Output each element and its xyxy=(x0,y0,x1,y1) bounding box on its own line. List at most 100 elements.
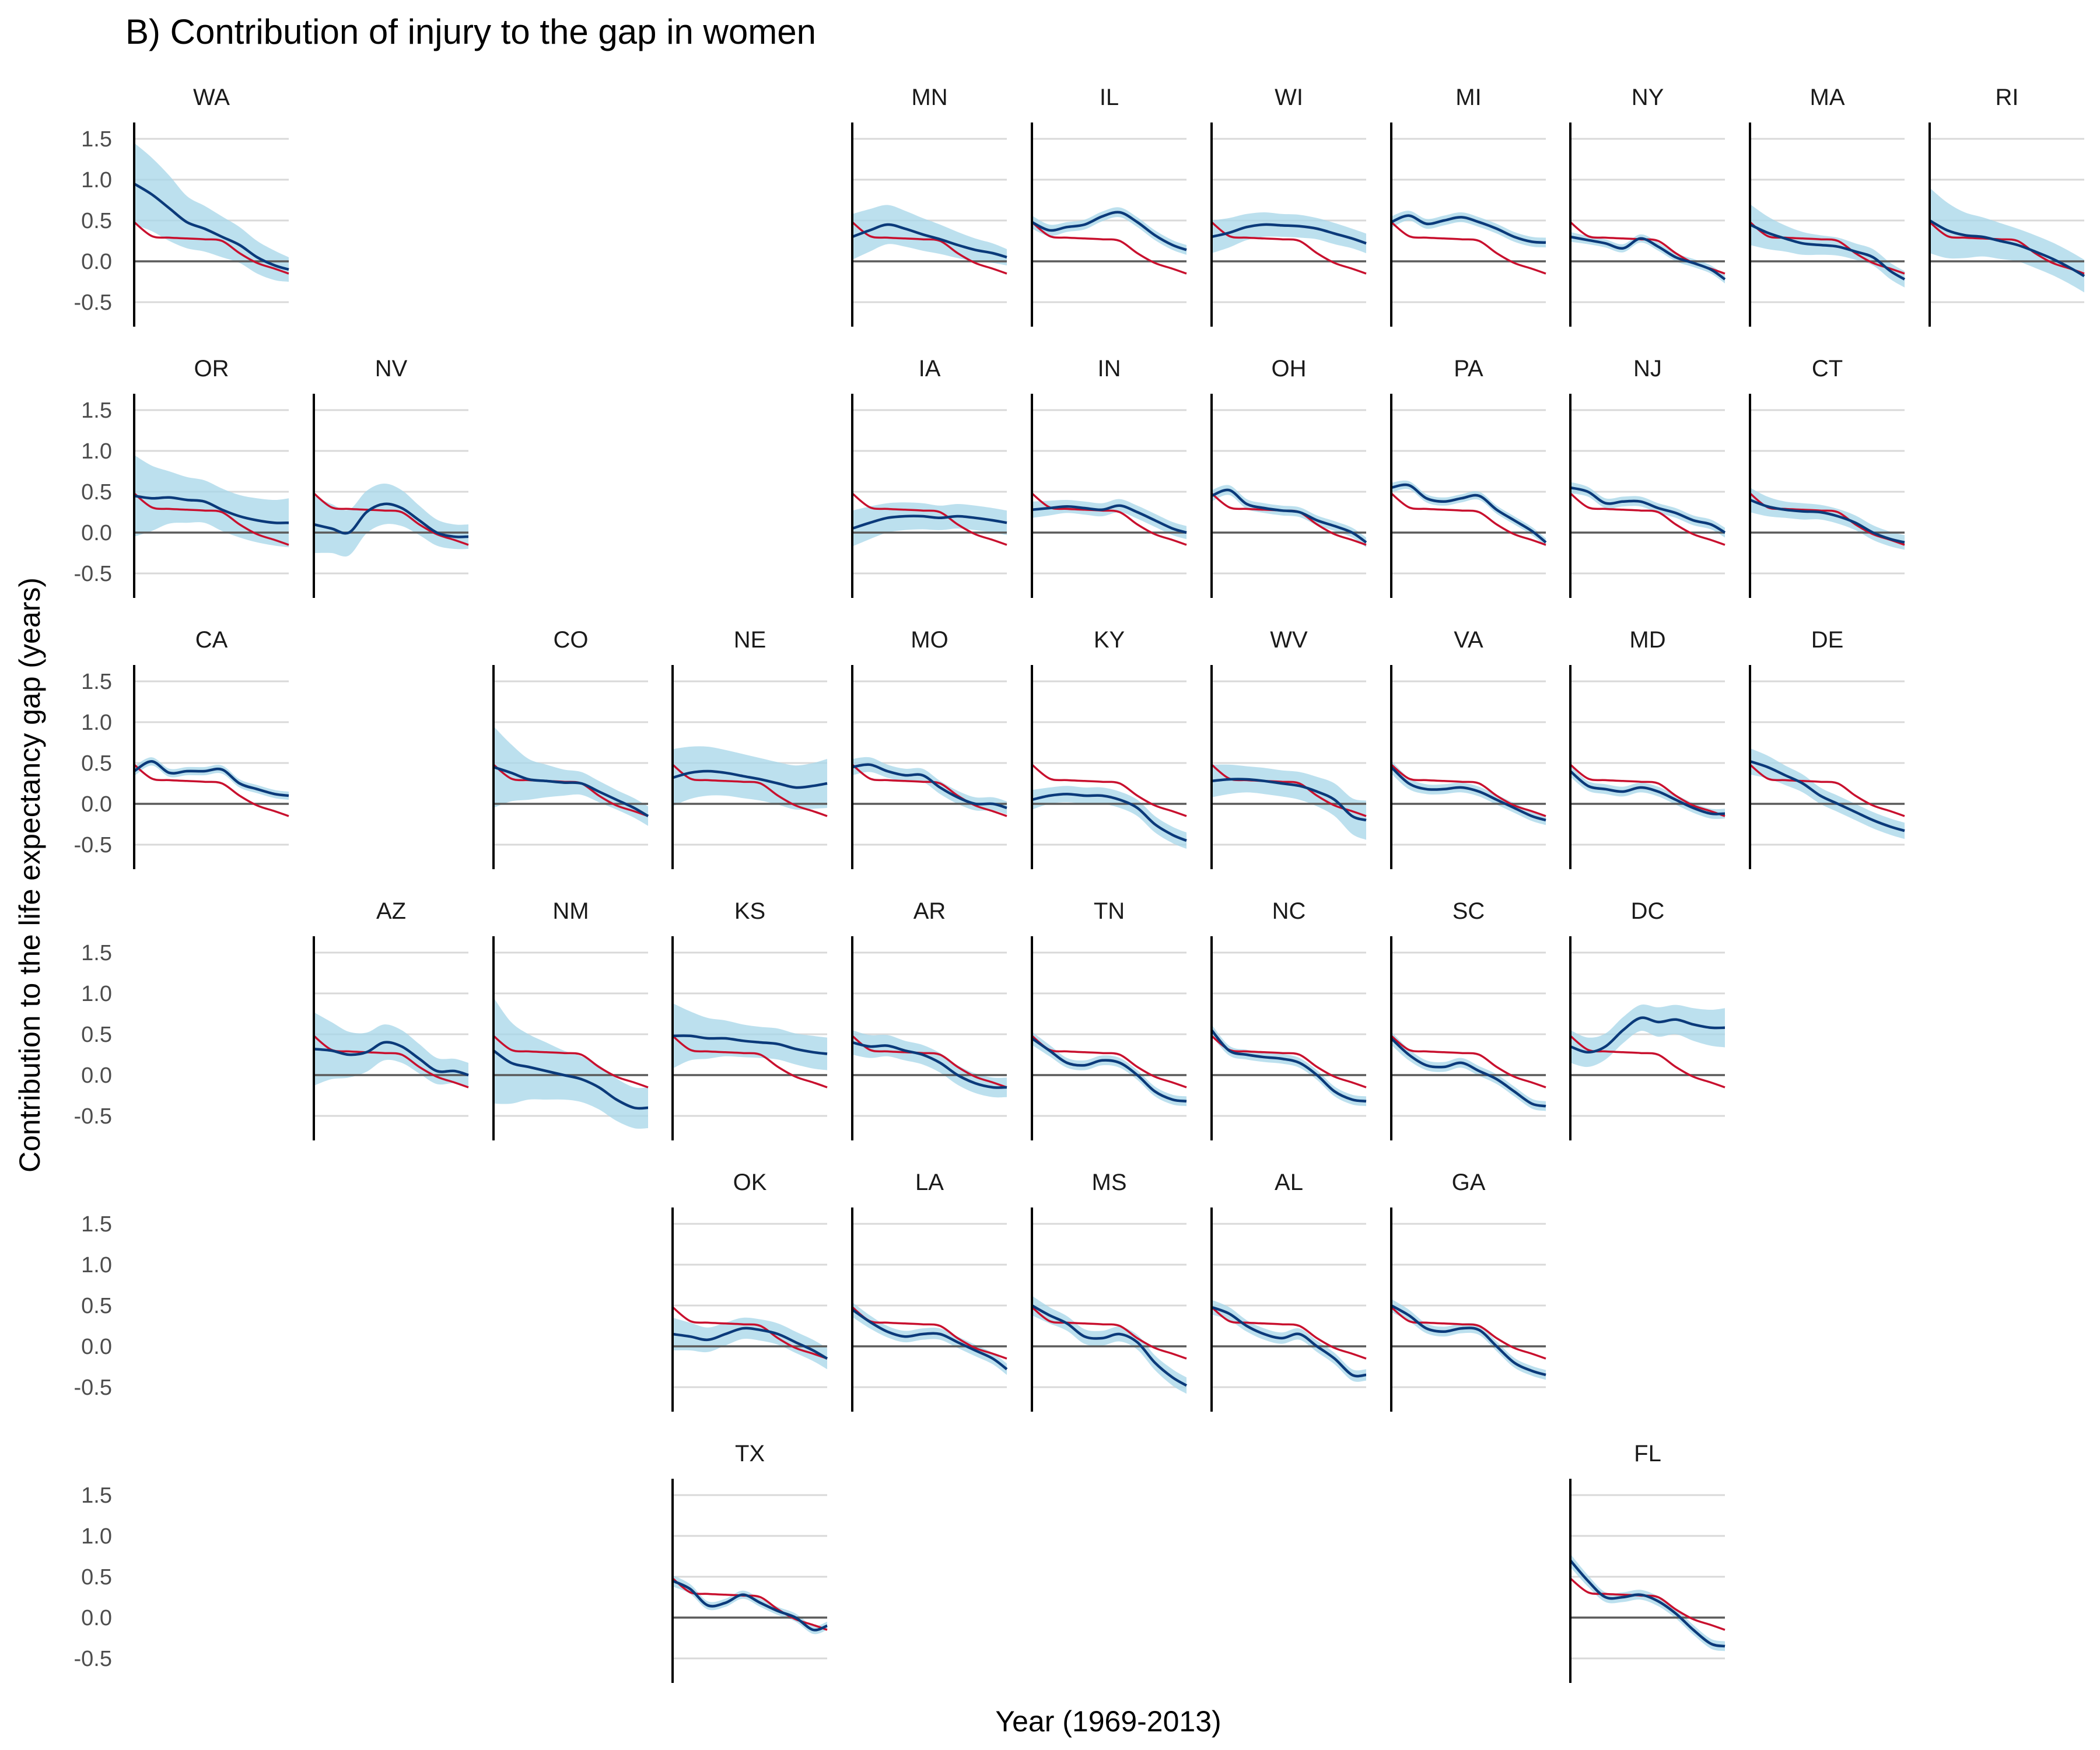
panel-sc: SC xyxy=(1390,898,1546,1140)
y-tick-label: -0.5 xyxy=(74,833,112,858)
panel-mi: MI xyxy=(1390,85,1546,327)
y-tick-label: 0.0 xyxy=(81,1606,112,1630)
y-tick-label: 1.5 xyxy=(81,127,112,152)
panel-wa: WA xyxy=(133,85,289,327)
y-tick-label: 0.0 xyxy=(81,250,112,274)
national-line xyxy=(1749,764,1905,817)
national-line xyxy=(851,1306,1007,1360)
panel-ma: MA xyxy=(1749,85,1906,327)
national-line xyxy=(1390,764,1546,817)
confidence-band xyxy=(673,1003,827,1070)
y-tick-label: -0.5 xyxy=(74,562,112,586)
panel-nj: NJ xyxy=(1569,356,1726,598)
panel-ms: MS xyxy=(1031,1170,1188,1412)
panel-ca: CA xyxy=(133,627,289,869)
y-tick-label: -0.5 xyxy=(74,1376,112,1400)
y-tick-label: 1.0 xyxy=(81,982,112,1006)
state-line xyxy=(852,763,1007,810)
confidence-band xyxy=(1032,786,1186,849)
confidence-band xyxy=(1570,482,1725,538)
y-tick-label: 1.0 xyxy=(81,1524,112,1549)
y-tick-labels: 1.5 1.0 0.5 0.0 -0.5 xyxy=(74,1212,112,1400)
state-line xyxy=(672,1579,828,1632)
state-line xyxy=(133,760,289,797)
confidence-band xyxy=(1391,760,1546,825)
state-line xyxy=(1749,223,1906,281)
panel-dc: DC xyxy=(1569,898,1726,1140)
state-line xyxy=(852,223,1007,259)
national-line xyxy=(851,1035,1007,1088)
panel-va: VA xyxy=(1390,627,1546,869)
panel-label: CT xyxy=(1812,356,1843,382)
y-tick-label: -0.5 xyxy=(74,1647,112,1671)
panel-nm: NM xyxy=(492,898,649,1140)
national-line xyxy=(671,764,828,817)
panel-label: OR xyxy=(194,356,229,382)
national-line xyxy=(1569,492,1726,546)
panel-fl: FL xyxy=(1569,1441,1726,1683)
state-line xyxy=(1031,1037,1187,1103)
national-line xyxy=(671,1306,828,1360)
panel-co: CO xyxy=(492,627,649,869)
state-line xyxy=(1210,1029,1367,1103)
panel-label: OK xyxy=(733,1170,767,1195)
panel-label: NY xyxy=(1632,85,1664,110)
panel-ny: NY xyxy=(1569,85,1726,327)
panel-az: AZ xyxy=(313,898,469,1140)
panel-pa: PA xyxy=(1390,356,1547,598)
confidence-band xyxy=(1032,207,1186,255)
panel-ri: RI xyxy=(1929,85,2085,327)
panel-label: WA xyxy=(193,85,230,110)
confidence-band xyxy=(1570,1553,1725,1651)
national-line xyxy=(1569,764,1726,817)
state-line xyxy=(313,1041,469,1077)
y-tick-label: 0.5 xyxy=(81,209,112,233)
y-tick-label: 0.0 xyxy=(81,1063,112,1088)
state-line xyxy=(1211,1306,1367,1378)
y-tick-label: 0.5 xyxy=(81,751,112,776)
state-line xyxy=(1031,211,1187,251)
panel-tn: TN xyxy=(1031,898,1187,1140)
state-line xyxy=(1390,1037,1546,1108)
national-line xyxy=(133,764,289,817)
y-tick-label: 0.0 xyxy=(81,521,112,545)
state-line xyxy=(672,769,828,789)
national-line xyxy=(1031,221,1187,275)
state-line xyxy=(1391,214,1546,244)
confidence-band xyxy=(134,757,289,800)
panel-label: DC xyxy=(1631,898,1665,924)
confidence-band xyxy=(1032,1296,1186,1394)
confidence-band xyxy=(852,1302,1007,1375)
panel-wi: WI xyxy=(1210,85,1367,327)
state-line xyxy=(1569,770,1726,816)
panel-oh: OH xyxy=(1210,356,1367,598)
national-line xyxy=(1749,221,1905,275)
state-line xyxy=(1749,760,1905,832)
panel-label: AR xyxy=(914,898,946,924)
y-tick-label: 0.0 xyxy=(81,1335,112,1359)
state-line xyxy=(133,183,289,271)
y-tick-label: 1.5 xyxy=(81,1483,112,1508)
panel-ks: KS xyxy=(671,898,828,1140)
confidence-band xyxy=(1750,748,1905,839)
national-line xyxy=(671,1035,828,1088)
national-line xyxy=(1390,1035,1546,1088)
panel-label: DE xyxy=(1811,627,1844,653)
y-tick-label: 1.0 xyxy=(81,710,112,735)
panel-label: MN xyxy=(911,85,947,110)
y-tick-label: 0.5 xyxy=(81,480,112,505)
state-line xyxy=(1570,486,1726,534)
panel-label: WI xyxy=(1275,85,1303,110)
state-line xyxy=(1390,766,1546,822)
state-line xyxy=(313,502,469,538)
panel-label: IA xyxy=(919,356,941,382)
panel-mn: MN xyxy=(851,85,1007,327)
y-tick-labels: 1.5 1.0 0.5 0.0 -0.5 xyxy=(74,1483,112,1671)
state-line xyxy=(852,514,1007,530)
panel-label: IL xyxy=(1100,85,1119,110)
chart-title: B) Contribution of injury to the gap in … xyxy=(125,12,816,51)
panel-label: NC xyxy=(1272,898,1306,924)
panel-label: AZ xyxy=(376,898,406,924)
panel-label: KY xyxy=(1094,627,1125,653)
